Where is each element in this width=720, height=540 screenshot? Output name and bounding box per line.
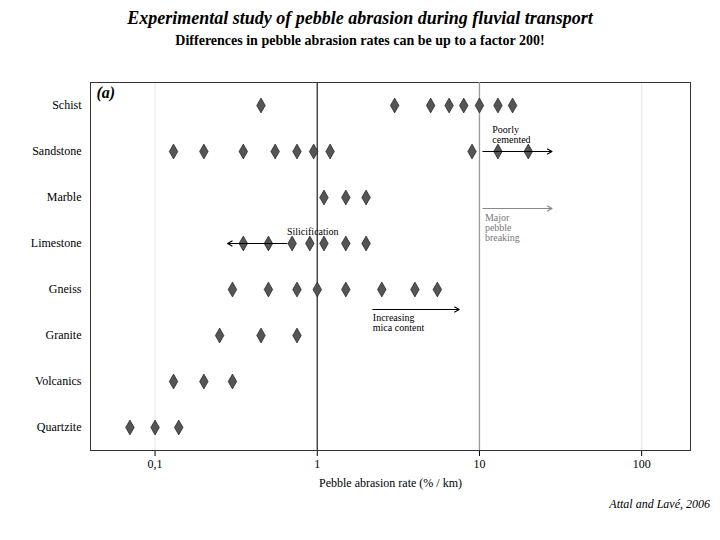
svg-text:Schist: Schist bbox=[52, 98, 82, 112]
svg-text:1: 1 bbox=[314, 457, 320, 471]
svg-text:(a): (a) bbox=[97, 84, 116, 102]
svg-text:Poorlycemented: Poorlycemented bbox=[492, 124, 530, 145]
svg-text:0,1: 0,1 bbox=[148, 457, 163, 471]
svg-text:10: 10 bbox=[473, 457, 485, 471]
svg-text:Majorpebblebreaking: Majorpebblebreaking bbox=[485, 212, 520, 243]
html-text:Differences in pebble abrasion: Differences in pebble abrasion rates can… bbox=[175, 33, 545, 48]
svg-text:Marble: Marble bbox=[47, 190, 82, 204]
svg-text:Granite: Granite bbox=[46, 328, 82, 342]
svg-text:Gneiss: Gneiss bbox=[49, 282, 82, 296]
html-text:Attal and Lavé, 2006: Attal and Lavé, 2006 bbox=[609, 497, 710, 511]
svg-text:Volcanics: Volcanics bbox=[35, 374, 82, 388]
svg-text:Pebble abrasion rate (% / km): Pebble abrasion rate (% / km) bbox=[319, 476, 462, 490]
html-text:Experimental study of pebble a: Experimental study of pebble abrasion du… bbox=[127, 8, 593, 28]
svg-text:Increasingmica content: Increasingmica content bbox=[373, 312, 425, 333]
svg-text:Sandstone: Sandstone bbox=[32, 144, 81, 158]
svg-text:Silicification: Silicification bbox=[287, 226, 339, 237]
svg-text:Limestone: Limestone bbox=[31, 236, 82, 250]
svg-text:Quartzite: Quartzite bbox=[37, 420, 82, 434]
svg-text:100: 100 bbox=[633, 457, 651, 471]
